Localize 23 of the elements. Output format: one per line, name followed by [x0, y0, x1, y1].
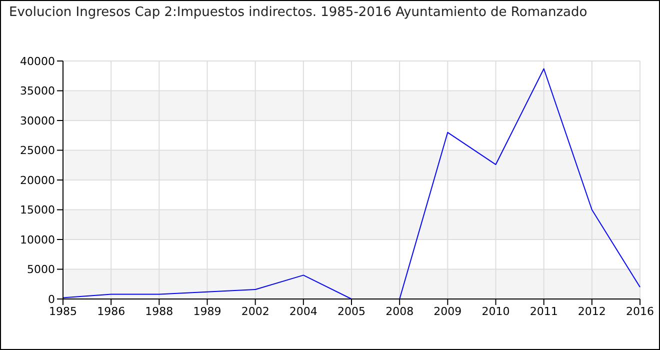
y-tick-label: 15000 [20, 204, 55, 217]
y-tick-label: 20000 [20, 174, 55, 187]
x-tick-label: 1989 [193, 304, 222, 318]
y-tick-label: 25000 [20, 144, 55, 158]
x-tick-label: 2004 [289, 304, 318, 318]
x-tick-label: 2016 [626, 304, 654, 318]
y-tick-label: 5000 [27, 263, 55, 276]
x-tick-label: 2009 [434, 304, 462, 318]
y-tick-label: 30000 [20, 114, 55, 128]
x-tick-label: 1988 [145, 304, 174, 318]
x-tick-label: 1985 [49, 304, 77, 318]
x-tick-label: 2012 [578, 304, 606, 318]
x-tick-label: 2005 [338, 304, 366, 318]
x-tick-label: 2010 [482, 304, 510, 318]
y-tick-label: 35000 [20, 84, 55, 98]
y-tick-label: 0 [48, 292, 55, 306]
x-tick-label: 2002 [241, 304, 270, 318]
x-tick-label: 2011 [530, 304, 558, 318]
chart-title: Evolucion Ingresos Cap 2:Impuestos indirectos. 1985-2016 Ayuntamiento de Romanzado [9, 5, 588, 20]
y-tick-label: 40000 [20, 54, 55, 68]
x-tick-label: 1986 [97, 304, 126, 318]
y-tick-label: 10000 [20, 233, 55, 246]
x-tick-label: 2008 [386, 304, 414, 318]
